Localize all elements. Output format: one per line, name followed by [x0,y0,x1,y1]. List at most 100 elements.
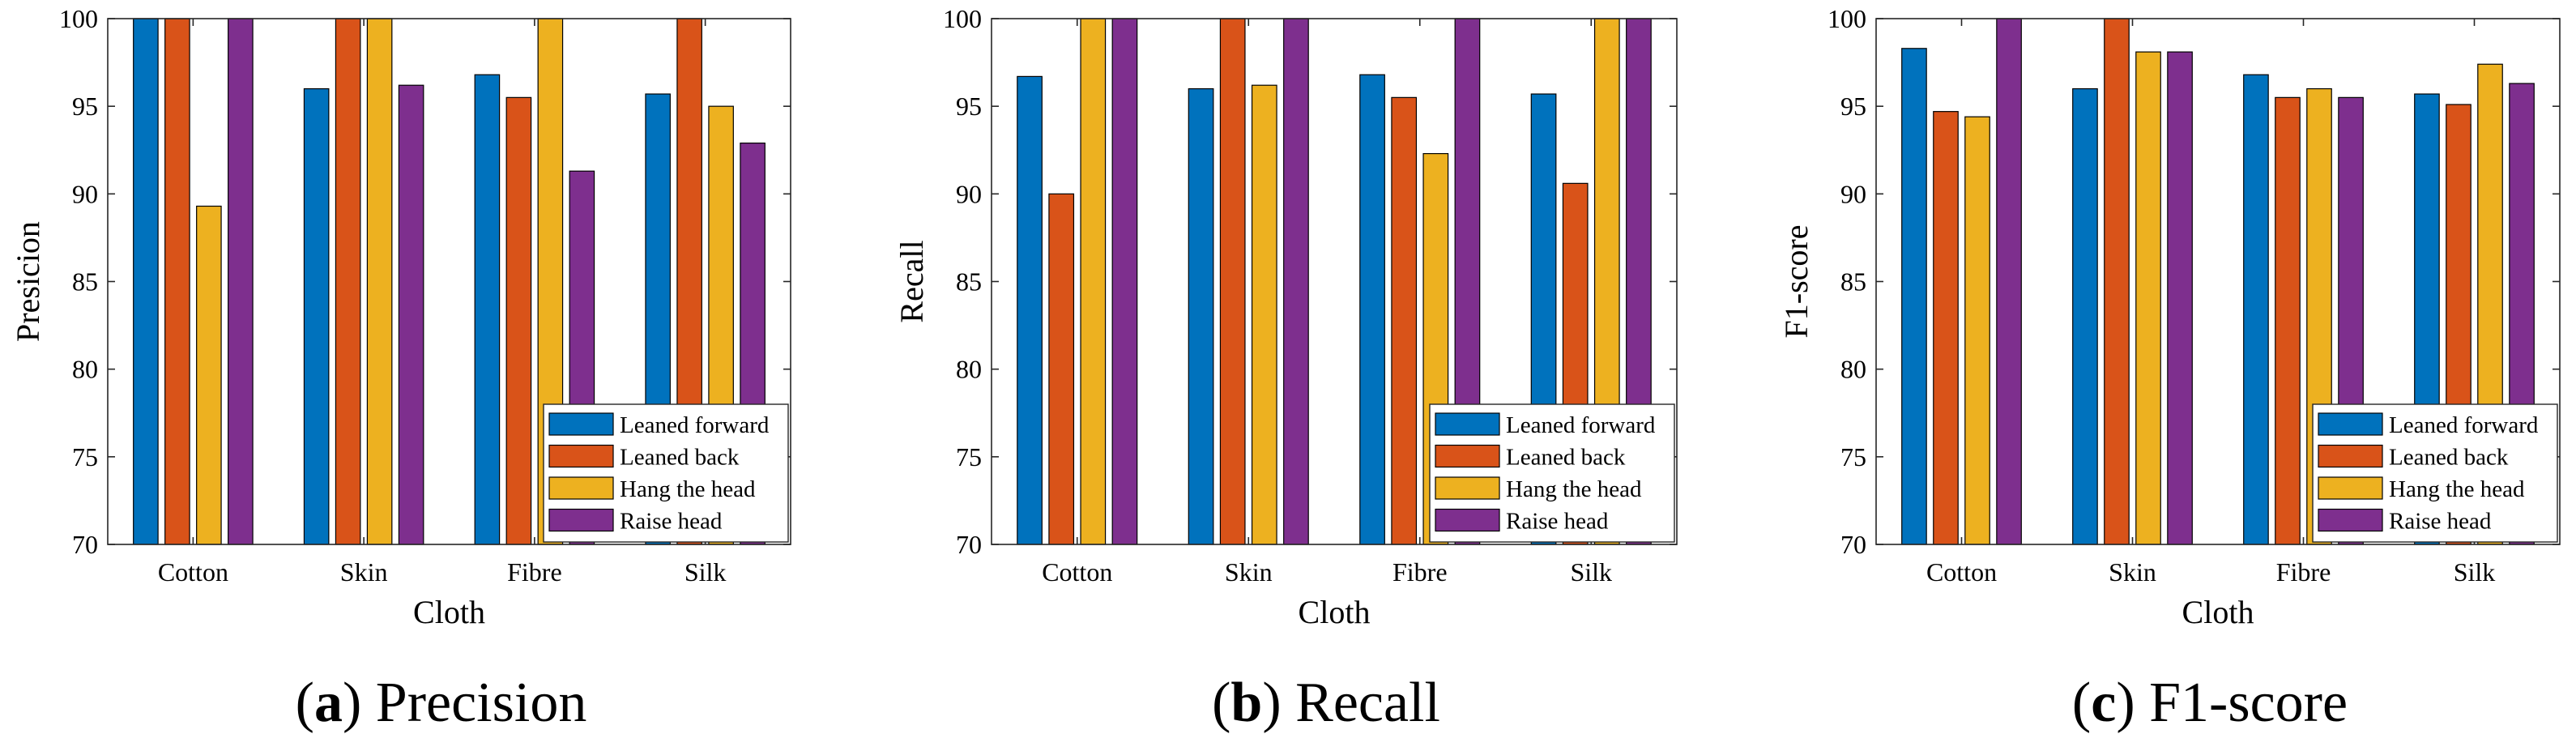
legend-label: Leaned back [2389,445,2509,471]
caption-letter: c [2091,672,2116,734]
bar-a-leaned-back-cotton [164,18,190,545]
y-tick-label: 85 [956,267,982,297]
legend-swatch-raise-head [548,508,614,532]
x-axis-title: Cloth [413,594,485,630]
x-tick-label: Silk [1570,557,1612,587]
bar-a-hang-the-head-cotton [196,205,222,545]
y-tick-label: 75 [72,442,98,472]
y-tick-label: 80 [1840,355,1866,384]
subfigure-caption: (b) Recall [1212,672,1440,734]
legend: Leaned forward Leaned back Hang the head Ra… [2312,403,2558,543]
legend-swatch-leaned-back [2318,444,2383,468]
legend: Leaned forward Leaned back Hang the head Ra… [1429,403,1675,543]
x-tick-label: Cotton [1926,557,1997,587]
bar-c-hang-the-head-skin [2135,51,2161,545]
x-tick-label: Silk [685,557,727,587]
bar-b-hang-the-head-skin [1251,84,1277,545]
y-tick-label: 95 [72,92,98,121]
bar-c-leaned-back-fibre [2275,96,2301,545]
bar-a-hang-the-head-skin [366,18,393,545]
caption-close-paren: ) [1262,672,1295,734]
legend-label: Leaned forward [620,412,770,438]
bar-c-leaned-forward-cotton [1901,48,1927,545]
y-axis-title: Presicion [10,221,46,342]
legend-label: Raise head [620,509,723,535]
legend-label: Hang the head [2389,476,2525,502]
legend-label: Raise head [1506,509,1609,535]
x-tick-label: Cotton [158,557,228,587]
legend-swatch-leaned-back [548,444,614,468]
bar-a-leaned-forward-skin [303,87,330,545]
legend-label: Leaned forward [1506,412,1656,438]
subfigure-caption: (c) F1-score [2072,672,2348,734]
legend-swatch-leaned-forward [1435,412,1500,436]
bar-a-raise-head-skin [398,84,424,545]
legend-swatch-hang-the-head [548,476,614,500]
y-tick-label: 100 [59,4,98,33]
bar-b-leaned-back-skin [1219,18,1246,545]
caption-letter: b [1230,672,1262,734]
x-tick-label: Silk [2454,557,2496,587]
legend-label: Raise head [2389,509,2492,535]
legend-label: Leaned forward [2389,412,2539,438]
bar-b-leaned-forward-cotton [1017,75,1043,545]
y-tick-label: 100 [943,4,982,33]
caption-open-paren: ( [2072,672,2091,734]
legend-swatch-hang-the-head [2318,476,2383,500]
y-tick-label: 80 [956,355,982,384]
y-tick-label: 70 [956,530,982,559]
bar-a-leaned-back-fibre [505,96,532,545]
bar-c-leaned-forward-fibre [2243,74,2269,545]
y-axis-title: Recall [893,240,930,322]
caption-letter: a [314,672,343,734]
legend-swatch-leaned-back [1435,444,1500,468]
y-tick-label: 90 [1840,179,1866,208]
legend-label: Leaned back [1506,445,1626,471]
y-tick-label: 80 [72,355,98,384]
caption-text: F1-score [2149,672,2348,734]
bar-b-leaned-forward-skin [1188,87,1214,545]
legend-swatch-leaned-forward [548,412,614,436]
y-tick-label: 95 [1840,92,1866,121]
bar-a-leaned-back-skin [335,18,361,545]
y-tick-label: 100 [1828,4,1866,33]
bar-a-raise-head-cotton [228,18,254,545]
x-tick-label: Fibre [1392,557,1448,587]
y-tick-label: 90 [72,179,98,208]
subfigure-caption: (a) Precision [296,672,587,734]
x-tick-label: Fibre [2276,557,2331,587]
legend-swatch-leaned-forward [2318,412,2383,436]
y-tick-label: 75 [1840,442,1866,472]
y-tick-label: 70 [72,530,98,559]
x-tick-label: Skin [1225,557,1273,587]
x-axis-title: Cloth [2182,594,2254,630]
bar-b-raise-head-skin [1283,18,1309,545]
legend-swatch-raise-head [1435,508,1500,532]
bar-b-leaned-forward-fibre [1359,74,1385,545]
legend-swatch-hang-the-head [1435,476,1500,500]
bar-c-raise-head-skin [2167,51,2193,545]
x-tick-label: Cotton [1042,557,1112,587]
bar-c-raise-head-cotton [1996,18,2022,545]
chart-panel-c: 70 75 80 85 90 95 100 Cotton Skin Fibre Silk Cloth F… [1778,4,2561,734]
y-tick-label: 75 [956,442,982,472]
bar-a-leaned-forward-fibre [474,74,501,545]
x-axis-title: Cloth [1299,594,1371,630]
caption-text: Precision [376,672,587,734]
legend-swatch-raise-head [2318,508,2383,532]
bar-a-leaned-forward-cotton [133,18,159,545]
chart-panel-b: 70 75 80 85 90 95 100 Cotton Skin Fibre Silk Cloth R… [893,4,1678,734]
x-tick-label: Skin [340,557,388,587]
bar-c-leaned-back-cotton [1933,111,1959,545]
legend-label: Leaned back [620,445,740,471]
bar-b-raise-head-cotton [1111,18,1138,545]
bar-b-leaned-back-cotton [1048,193,1075,545]
caption-text: Recall [1295,672,1440,734]
x-tick-label: Fibre [507,557,562,587]
bar-c-leaned-back-skin [2104,18,2130,545]
caption-open-paren: ( [1212,672,1230,734]
bar-c-hang-the-head-cotton [1964,116,1990,545]
caption-close-paren: ) [343,672,376,734]
